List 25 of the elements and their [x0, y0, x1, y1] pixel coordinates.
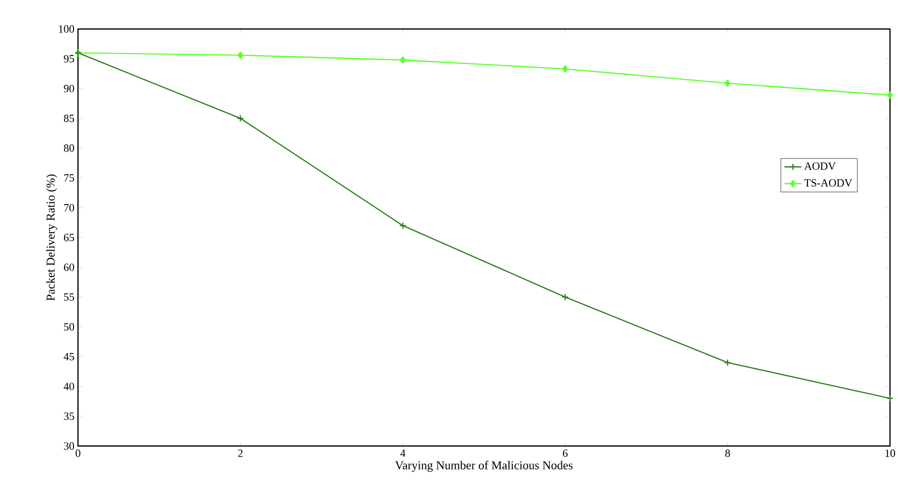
x-axis-title: Varying Number of Malicious Nodes: [395, 460, 573, 472]
x-tick-label: 2: [238, 450, 243, 457]
x-tick-label: 6: [562, 450, 568, 457]
y-tick-label: 30: [64, 442, 74, 450]
legend-label: TS-AODV: [804, 179, 852, 187]
y-tick-label: 70: [64, 204, 74, 212]
y-axis-title: Packet Delivery Ratio (%): [46, 174, 58, 301]
y-tick-label: 80: [64, 144, 74, 152]
y-tick-label: 65: [64, 234, 74, 242]
x-tick-label: 10: [885, 450, 896, 457]
y-tick-label: 60: [64, 264, 74, 271]
x-tick-label: 0: [76, 450, 80, 457]
legend-label: AODV: [804, 162, 836, 170]
y-tick-label: 75: [64, 174, 74, 182]
x-tick-label: 4: [400, 450, 406, 457]
x-tick-label: 8: [725, 450, 730, 457]
y-tick-label: 35: [64, 412, 74, 420]
y-tick-label: 40: [64, 382, 74, 390]
y-tick-label: 55: [64, 293, 74, 301]
y-tick-label: 95: [64, 55, 74, 62]
y-tick-label: 90: [64, 84, 74, 92]
y-tick-label: 85: [64, 114, 74, 122]
y-tick-label: 50: [64, 323, 74, 331]
y-tick-label: 45: [64, 352, 74, 360]
y-tick-label: 100: [58, 25, 74, 33]
